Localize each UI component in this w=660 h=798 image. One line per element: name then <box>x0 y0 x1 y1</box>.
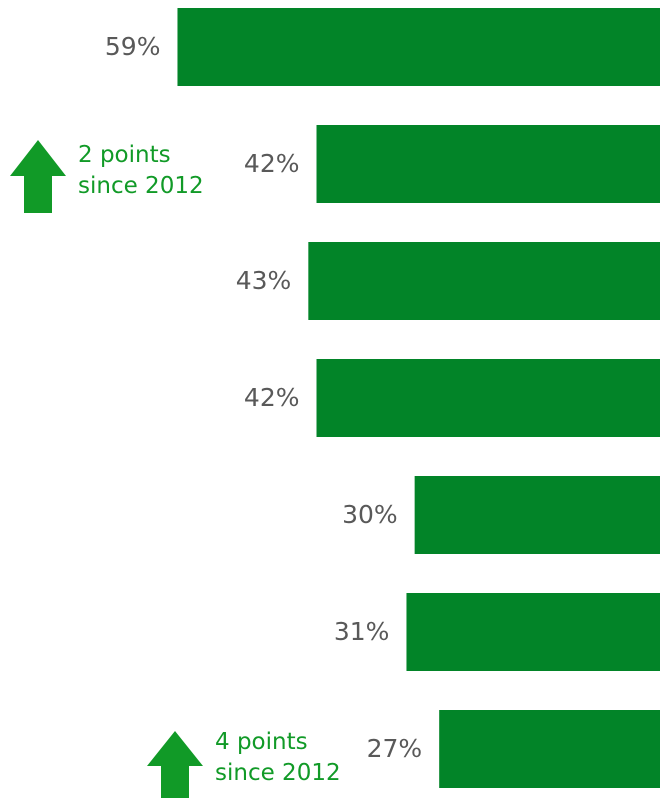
annotation-text: 2 points <box>78 142 171 168</box>
bar <box>308 242 660 320</box>
annotation-text: since 2012 <box>215 760 341 786</box>
up-arrow <box>147 731 203 798</box>
bar <box>316 359 660 437</box>
bar <box>316 125 660 203</box>
annotation-1: 2 points since 2012 <box>10 140 204 213</box>
annotation-text: 4 points <box>215 729 308 755</box>
annotation-2: 4 points since 2012 <box>147 729 341 798</box>
bar <box>177 8 660 86</box>
annotation-text: since 2012 <box>78 173 204 199</box>
up-arrow <box>10 140 66 213</box>
bar <box>439 710 660 788</box>
value-label: 42% <box>244 149 300 178</box>
value-label: 30% <box>342 500 398 529</box>
value-label: 59% <box>105 32 161 61</box>
bar <box>414 476 660 554</box>
bar <box>406 593 660 671</box>
value-label: 42% <box>244 383 300 412</box>
value-label: 27% <box>367 734 423 763</box>
value-label: 43% <box>236 266 292 295</box>
value-label: 31% <box>334 617 390 646</box>
